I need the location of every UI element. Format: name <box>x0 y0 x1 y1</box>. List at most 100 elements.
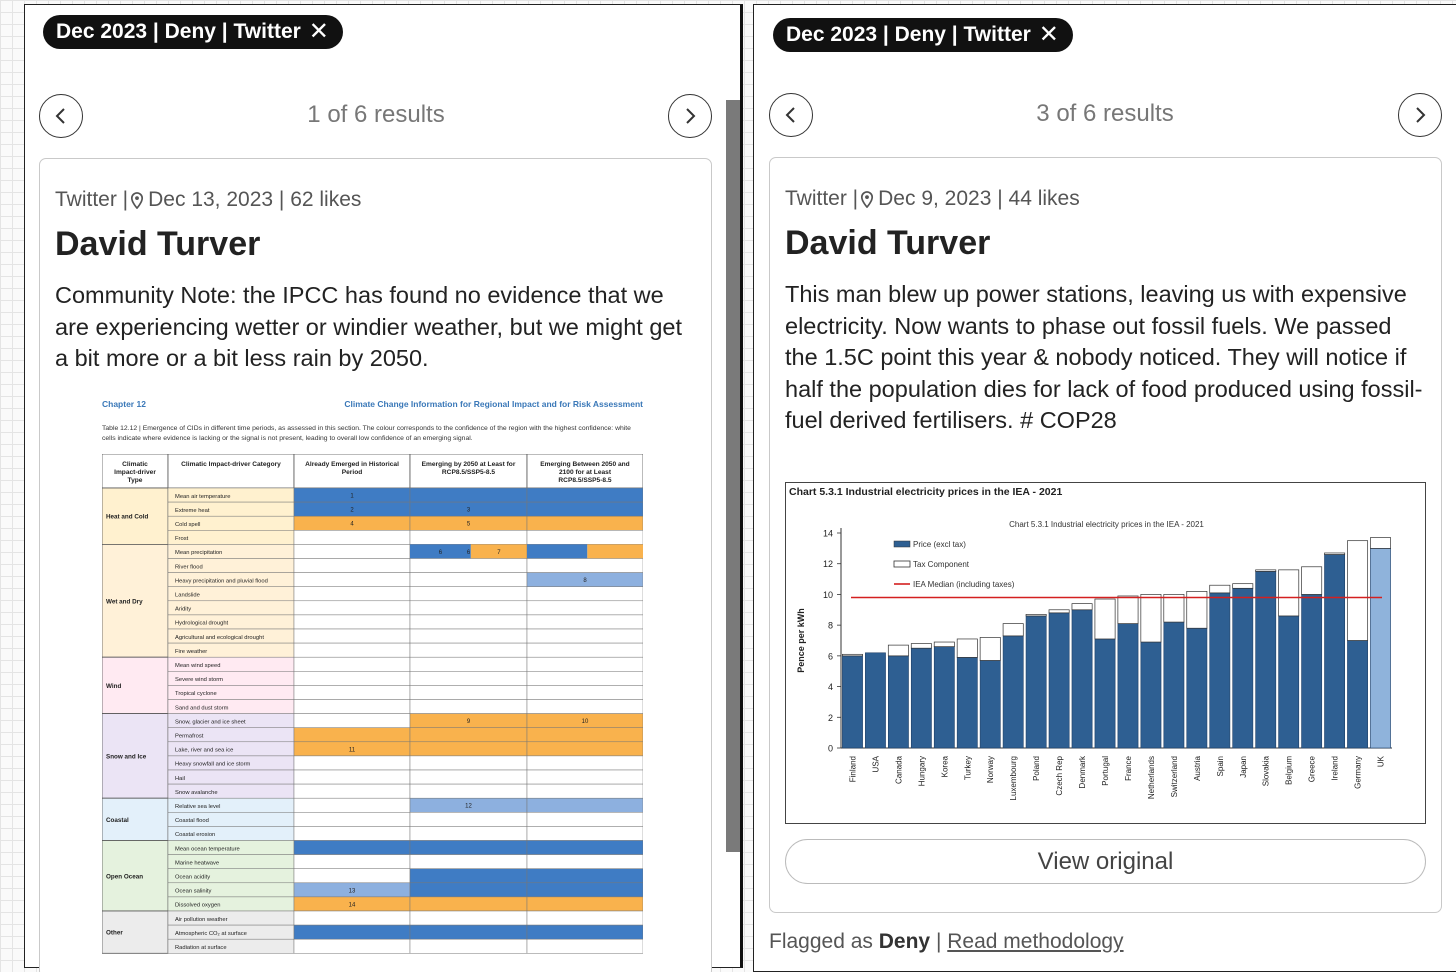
ipcc-cell <box>293 642 411 658</box>
ipcc-cell-number: 4 <box>350 522 354 528</box>
scrollbar[interactable] <box>726 100 740 852</box>
ipcc-category-label: Radiation at surface <box>175 945 227 951</box>
previous-result-button[interactable] <box>769 93 813 137</box>
chevron-right-icon <box>1416 107 1426 123</box>
ipcc-cell-part <box>470 544 527 559</box>
ipcc-cell <box>526 642 643 658</box>
ipcc-category-label: Atmospheric CO₂ at surface <box>175 931 247 937</box>
bar-tax-slovakia <box>1255 569 1277 572</box>
ipcc-cell <box>526 840 643 855</box>
ipcc-cell <box>409 910 528 926</box>
ipcc-cell <box>409 854 528 869</box>
ipcc-cell <box>526 671 643 686</box>
ipcc-cell <box>293 656 411 672</box>
ipcc-cell <box>526 797 643 813</box>
ipcc-cell <box>409 769 528 785</box>
bar-price-portugal <box>1094 638 1116 749</box>
ipcc-category-label: Ocean salinity <box>175 889 212 895</box>
ipcc-cell <box>293 614 411 630</box>
bar-tax-spain <box>1209 584 1231 594</box>
ipcc-cell <box>409 727 528 743</box>
ipcc-cell <box>526 628 643 644</box>
x-tick-label: Switzerland <box>1170 756 1179 797</box>
x-tick-label: Belgium <box>1285 756 1294 785</box>
ipcc-cell-number: 9 <box>467 719 471 725</box>
y-tick-label: 10 <box>823 590 833 600</box>
ipcc-cell <box>409 572 528 587</box>
ipcc-cell <box>293 558 411 573</box>
ipcc-column-header: Emerging Between 2050 and 2100 for at Lea… <box>540 461 629 484</box>
ipcc-cell <box>526 826 643 841</box>
ipcc-category-label: Mean wind speed <box>175 663 220 669</box>
ipcc-category-label: Cold spell <box>175 522 200 528</box>
chart-inner-title: Chart 5.3.1 Industrial electricity price… <box>1009 520 1204 529</box>
ipcc-cell <box>526 755 643 771</box>
x-tick-label: USA <box>871 755 880 772</box>
ipcc-category-label: Heavy precipitation and pluvial flood <box>175 578 268 584</box>
ipcc-group-label: Wet and Dry <box>106 598 143 605</box>
ipcc-header: Climate Change Information for Regional … <box>344 399 643 409</box>
close-icon[interactable]: ✕ <box>308 18 329 45</box>
ipcc-category-cell <box>167 769 295 785</box>
bar-price-finland <box>842 655 863 749</box>
electricity-chart: 0 2 4 6 8 10 12 14 Pence per kWh Finland USA Canada… <box>796 528 1392 800</box>
bar-tax-austria <box>1186 591 1208 629</box>
y-tick-label: 0 <box>828 744 833 754</box>
ipcc-cell <box>526 783 643 799</box>
x-tick-label: Korea <box>940 755 949 777</box>
ipcc-category-label: Mean ocean temperature <box>175 846 240 852</box>
ipcc-cell <box>293 769 411 785</box>
filter-chip-left[interactable]: Dec 2023 | Deny | Twitter ✕ <box>43 15 343 49</box>
bar-tax-poland <box>1025 614 1047 617</box>
x-tick-label: Ireland <box>1331 756 1340 780</box>
filter-chip-label: Dec 2023 | Deny | Twitter <box>56 20 301 43</box>
bar-tax-turkey <box>956 638 978 658</box>
y-tick-label: 14 <box>823 529 833 539</box>
ipcc-cell-number: 6 <box>467 550 471 556</box>
ipcc-group-label: Coastal <box>106 817 129 824</box>
ipcc-group-label: Open Ocean <box>106 873 143 880</box>
ipcc-cell <box>526 896 643 912</box>
ipcc-cell <box>409 896 528 912</box>
ipcc-cell <box>293 783 411 799</box>
ipcc-cell <box>409 924 528 940</box>
ipcc-cell <box>526 854 643 869</box>
ipcc-cell <box>526 924 643 940</box>
view-original-button[interactable]: View original <box>785 839 1426 884</box>
ipcc-category-label: Snow avalanche <box>175 790 218 796</box>
filter-chip-right[interactable]: Dec 2023 | Deny | Twitter ✕ <box>773 18 1073 52</box>
ipcc-cell <box>293 826 411 841</box>
post-platform: Twitter | <box>785 187 859 210</box>
ipcc-cell <box>409 656 528 672</box>
previous-result-button[interactable] <box>39 94 83 138</box>
ipcc-cell <box>409 699 528 714</box>
ipcc-cell <box>526 558 643 573</box>
ipcc-category-label: Coastal erosion <box>175 832 215 838</box>
read-methodology-link[interactable]: Read methodology <box>947 930 1124 953</box>
ipcc-caption: Table 12.12 | Emergence of CIDs in diffe… <box>102 425 631 442</box>
post-text: Community Note: the IPCC has found no ev… <box>55 282 682 371</box>
bar-tax-france <box>1117 595 1139 624</box>
bar-price-germany <box>1347 640 1368 749</box>
ipcc-cell <box>293 868 411 884</box>
ipcc-cell-number: 11 <box>349 747 356 753</box>
next-result-button[interactable] <box>668 94 712 138</box>
bar-tax-germany <box>1347 540 1369 641</box>
ipcc-table-image: Chapter 12 Climate Change Information fo… <box>100 393 645 968</box>
x-tick-label: Norway <box>986 756 995 783</box>
x-tick-label: Austria <box>1193 755 1202 780</box>
ipcc-column-header: Already Emerged in Historical Period <box>305 461 399 476</box>
ipcc-cell <box>526 685 643 700</box>
y-axis-label: Pence per kWh <box>796 608 806 673</box>
next-result-button[interactable] <box>1398 93 1442 137</box>
ipcc-group-label: Other <box>106 930 123 937</box>
bar-price-turkey <box>956 657 978 749</box>
ipcc-cell <box>409 840 528 855</box>
close-icon[interactable]: ✕ <box>1038 21 1059 48</box>
ipcc-group-cell <box>102 713 169 799</box>
filter-chip-label: Dec 2023 | Deny | Twitter <box>786 23 1031 46</box>
x-tick-label: Denmark <box>1078 755 1087 788</box>
x-tick-label: Canada <box>894 755 903 784</box>
post-author: David Turver <box>55 225 261 263</box>
bar-price-greece <box>1301 594 1323 749</box>
